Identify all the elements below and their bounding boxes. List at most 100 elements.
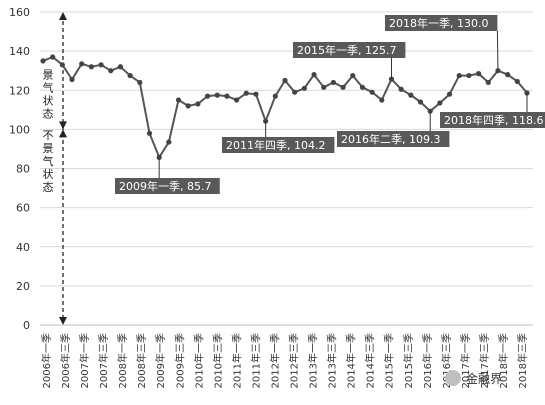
- data-point: [40, 58, 46, 64]
- data-point: [69, 76, 75, 83]
- data-point: [301, 85, 307, 91]
- data-point: [485, 79, 491, 86]
- zone-label-upper: 景气状态: [43, 69, 54, 121]
- data-point: [88, 64, 94, 70]
- data-point: [505, 72, 511, 78]
- data-point: [204, 93, 211, 99]
- data-point: [175, 97, 182, 103]
- data-point: [253, 91, 259, 97]
- y-axis-ticks: 0 20 40 60 80 100 120 140 160: [9, 6, 30, 332]
- x-tick-label: 2017年一季: [459, 333, 472, 388]
- data-point: [146, 130, 153, 136]
- y-tick-label: 100: [9, 123, 30, 136]
- x-tick-label: 2007年一季: [78, 333, 91, 388]
- x-tick-label: 2014年三季: [364, 333, 377, 388]
- y-tick-label: 120: [9, 84, 30, 97]
- x-tick-label: 2008年三季: [135, 333, 148, 388]
- x-tick-label: 2016年一季: [421, 333, 434, 388]
- x-tick-label: 2009年三季: [173, 333, 186, 388]
- x-tick-label: 2015年三季: [402, 333, 415, 388]
- x-tick-label: 2017年三季: [478, 333, 491, 388]
- data-point: [359, 84, 366, 90]
- x-tick-label: 2007年三季: [97, 333, 110, 388]
- y-tick-label: 60: [16, 202, 30, 215]
- arrow-down-icon: [59, 317, 67, 325]
- x-tick-label: 2012年三季: [288, 333, 301, 388]
- data-point: [224, 93, 230, 99]
- data-point: [272, 93, 278, 99]
- arrow-down-icon: [59, 121, 67, 130]
- y-tick-label: 0: [23, 319, 30, 332]
- annotation-label: 2011年四季, 104.2: [226, 138, 325, 152]
- data-point: [446, 91, 453, 97]
- data-point: [340, 84, 346, 90]
- data-point: [417, 99, 424, 105]
- data-point: [437, 100, 443, 106]
- data-point: [59, 62, 65, 68]
- grid-lines: [40, 11, 533, 326]
- data-point: [108, 68, 114, 74]
- annotation-box: [222, 137, 335, 153]
- x-tick-label: 2011年三季: [249, 333, 262, 388]
- data-point: [350, 72, 356, 79]
- data-point: [330, 79, 336, 86]
- x-tick-label: 2014年一季: [345, 333, 358, 388]
- y-tick-label: 80: [16, 163, 30, 176]
- data-point: [79, 61, 85, 67]
- data-point: [185, 103, 191, 109]
- data-point: [117, 64, 124, 70]
- data-point: [156, 154, 162, 160]
- annotation-label: 2018年四季, 118.6: [444, 113, 543, 127]
- data-point: [321, 84, 327, 90]
- annotation-label: 2016年二季, 109.3: [341, 132, 440, 146]
- data-point: [50, 54, 56, 60]
- annotations: 2009年一季, 85.7 2011年四季, 104.2 2015年一季, 125.…: [115, 15, 545, 194]
- zone-label-lower: 不景气状态: [43, 129, 54, 194]
- data-point: [398, 86, 404, 92]
- annotation-label: 2015年一季, 125.7: [297, 43, 396, 57]
- annotation-label: 2009年一季, 85.7: [119, 179, 211, 193]
- wechat-icon: [445, 370, 461, 386]
- x-tick-label: 2010年一季: [192, 333, 205, 388]
- y-tick-label: 40: [16, 241, 30, 254]
- data-point: [379, 97, 385, 103]
- x-tick-label: 2006年三季: [59, 333, 72, 388]
- x-tick-label: 2018年三季: [516, 333, 529, 388]
- y-tick-label: 160: [9, 6, 30, 19]
- data-point: [137, 79, 143, 86]
- data-point: [166, 139, 172, 145]
- watermark-text: 金融界: [466, 371, 502, 386]
- annotation-box: [115, 178, 220, 194]
- annotation-box: [440, 112, 545, 128]
- data-point: [195, 101, 201, 107]
- data-point: [369, 89, 375, 95]
- y-tick-label: 20: [16, 280, 30, 293]
- data-point: [127, 72, 133, 79]
- data-point: [234, 97, 240, 103]
- x-tick-label: 2018年一季: [497, 333, 510, 388]
- x-tick-label: 2010年三季: [211, 333, 224, 388]
- data-point: [476, 71, 482, 77]
- annotation-box: [337, 131, 450, 147]
- data-point: [466, 72, 472, 79]
- x-tick-label: 2012年一季: [268, 333, 281, 388]
- data-point: [243, 90, 249, 96]
- annotation-box: [293, 42, 406, 58]
- data-point: [408, 92, 414, 98]
- data-point: [456, 72, 462, 79]
- data-point: [214, 92, 220, 98]
- x-tick-label: 2006年一季: [40, 333, 53, 388]
- data-point: [98, 62, 104, 68]
- data-point: [311, 72, 317, 78]
- data-point: [292, 89, 298, 95]
- x-tick-label: 2015年一季: [383, 333, 396, 388]
- y-tick-label: 140: [9, 45, 30, 58]
- x-tick-label: 2009年一季: [154, 333, 167, 388]
- x-tick-label: 2008年一季: [116, 333, 129, 388]
- series-points: [40, 54, 530, 160]
- x-tick-label: 2011年一季: [230, 333, 243, 388]
- watermark: 金融界: [445, 370, 502, 386]
- x-tick-label: 2013年三季: [326, 333, 339, 388]
- data-point: [514, 78, 520, 85]
